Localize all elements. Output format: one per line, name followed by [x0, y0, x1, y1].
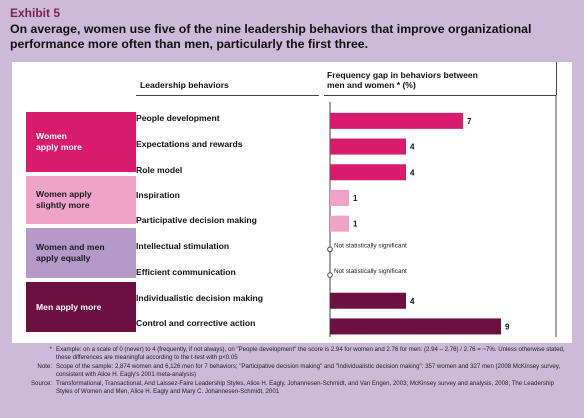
headline-line-2: performance more often than men, particu…: [10, 37, 369, 51]
data-label-2: 4: [410, 143, 415, 152]
row-label-inspiration: Inspiration: [136, 190, 180, 200]
bar-5: [330, 215, 349, 232]
group-label-line-1: Men apply more: [36, 301, 102, 312]
bar-2: [330, 138, 406, 155]
row-label-role-model: Role model: [136, 165, 183, 175]
row-label-individualistic-decision-making: Individualistic decision making: [136, 293, 264, 303]
group-label-line-2: apply more: [36, 142, 82, 152]
row-label-efficient-communication: Efficient communication: [136, 267, 236, 277]
row-label-expectations-and-rewards: Expectations and rewards: [136, 139, 243, 149]
group-women-apply-more: Women apply more: [26, 112, 136, 172]
group-label-line-2: slightly more: [36, 200, 90, 210]
header-right-edge: [556, 62, 557, 95]
footnote-text: Scope of the sample: 2,874 women and 6,1…: [56, 362, 561, 379]
chart-headline: On average, women use five of the nine l…: [10, 22, 570, 52]
row-label-people-development: People development: [136, 113, 220, 123]
row-label-control-and-corrective-action: Control and corrective action: [136, 318, 256, 328]
group-label-line-2: apply equally: [36, 253, 91, 263]
bar-chart: 7 4 4 1 1 Not statistically significant Not st…: [327, 95, 557, 337]
column-right-header: Frequency gap in behaviors between men a…: [327, 70, 478, 90]
footnote-text: Example: on a scale of 0 (never) to 4 (f…: [56, 346, 565, 362]
data-label-4: 1: [353, 194, 358, 203]
column-left-header: Leadership behaviors: [140, 80, 229, 90]
group-label-line-1: Women and men: [36, 242, 105, 252]
data-label-5: 1: [353, 220, 358, 229]
data-label-8: 4: [410, 297, 415, 306]
footnote-key: *: [49, 346, 52, 353]
footnotes: * Example: on a scale of 0 (never) to 4 …: [12, 346, 572, 396]
footnote-source: Source: Transformational, Transactional,…: [12, 380, 572, 397]
chart-panel: Leadership behaviors Frequency gap in be…: [12, 62, 572, 343]
headline-line-1: On average, women use five of the nine l…: [10, 22, 532, 36]
annotation-6: Not statistically significant: [334, 242, 407, 249]
bar-9: [330, 318, 501, 335]
bar-8: [330, 292, 406, 309]
data-label-3: 4: [410, 168, 415, 177]
bar-4: [330, 189, 349, 206]
annotation-7: Not statistically significant: [334, 268, 407, 275]
column-right-header-line-2: men and women * (%): [327, 80, 416, 90]
footnote-text: Transformational, Transactional, And Lai…: [56, 379, 555, 396]
footnote-key: Source:: [30, 379, 52, 387]
footnote-asterisk: * Example: on a scale of 0 (never) to 4 …: [12, 346, 572, 363]
group-men-apply-more: Men apply more: [26, 282, 136, 332]
left-header-rule: [136, 95, 319, 96]
footnote-note: Note: Scope of the sample: 2,874 women a…: [12, 363, 572, 380]
bar-1: [330, 112, 463, 129]
bar-3: [330, 164, 406, 181]
group-label-line-1: Women apply: [36, 189, 92, 199]
data-label-9: 9: [505, 322, 510, 331]
group-women-and-men-apply-equally: Women and men apply equally: [26, 228, 136, 278]
column-right-header-line-1: Frequency gap in behaviors between: [327, 70, 478, 80]
data-label-1: 7: [467, 117, 472, 126]
group-women-apply-slightly-more: Women apply slightly more: [26, 176, 136, 224]
zero-marker-6: [327, 246, 333, 253]
row-label-intellectual-stimulation: Intellectual stimulation: [136, 241, 230, 251]
row-label-participative-decision-making: Participative decision making: [136, 215, 257, 225]
footnote-key: Note:: [37, 362, 52, 370]
zero-marker-7: [327, 272, 333, 278]
right-header-rule: [324, 95, 556, 96]
group-label-line-1: Women: [36, 131, 67, 141]
exhibit-label: Exhibit 5: [10, 6, 61, 20]
